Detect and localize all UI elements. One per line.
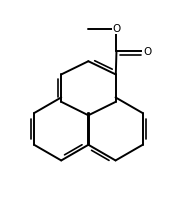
Text: O: O [112,24,121,34]
Text: O: O [143,47,151,57]
